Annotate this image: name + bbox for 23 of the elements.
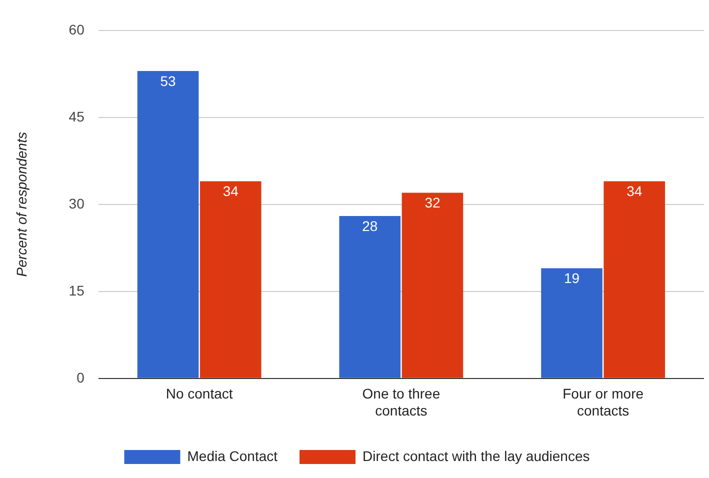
bar xyxy=(604,181,666,378)
data-label: 19 xyxy=(564,270,580,286)
legend-label: Direct contact with the lay audiences xyxy=(362,448,590,464)
x-tick-label: Four or more contacts xyxy=(562,386,644,418)
bar xyxy=(402,192,464,378)
bar xyxy=(137,71,199,378)
y-tick-label: 60 xyxy=(68,21,85,38)
y-tick-label: 0 xyxy=(76,369,85,386)
legend-label: Media Contact xyxy=(187,448,278,464)
x-tick-label: One to three contacts xyxy=(362,386,440,418)
y-tick-label: 45 xyxy=(68,108,85,124)
x-tick-label: No contact xyxy=(166,386,233,402)
data-label: 34 xyxy=(222,183,239,200)
data-label: 28 xyxy=(362,218,378,234)
data-label: 32 xyxy=(424,194,440,211)
bar xyxy=(200,181,262,378)
bar xyxy=(541,268,602,378)
y-tick-label: 30 xyxy=(68,195,85,212)
y-tick-label: 15 xyxy=(68,282,85,298)
data-label: 53 xyxy=(160,72,176,89)
data-label: 34 xyxy=(626,183,642,200)
y-axis-title: Percent of respondents xyxy=(13,132,30,277)
bar xyxy=(339,216,401,378)
